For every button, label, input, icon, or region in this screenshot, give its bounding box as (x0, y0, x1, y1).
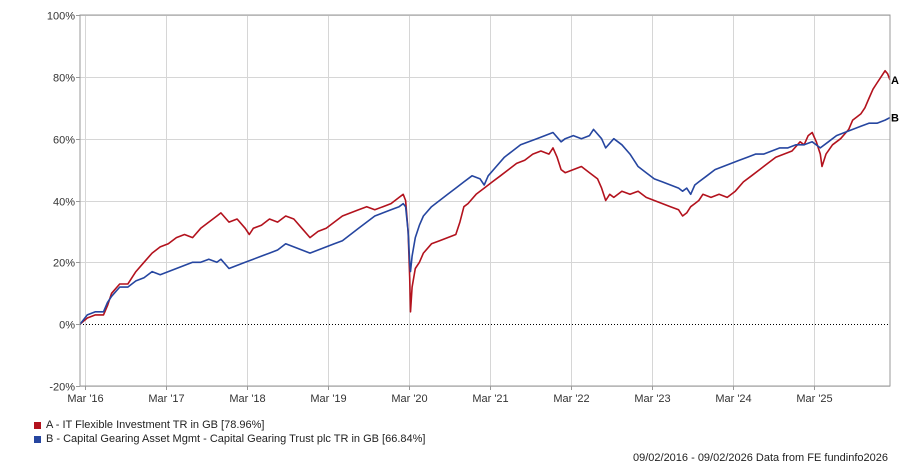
series-end-label-b: B (891, 113, 899, 125)
y-tick-label: 100% (47, 11, 75, 23)
plot-frame (79, 14, 891, 387)
legend-swatch-a (34, 421, 41, 429)
x-tick-label: Mar '24 (715, 393, 751, 405)
y-tick-label: 60% (53, 135, 75, 147)
series-line-b (79, 116, 891, 325)
y-tick-label: 40% (53, 197, 75, 209)
x-tick-label: Mar '25 (796, 393, 832, 405)
legend: A - IT Flexible Investment TR in GB [78.… (34, 418, 425, 446)
y-tick-label: 80% (53, 73, 75, 85)
legend-label-b: B - Capital Gearing Asset Mgmt - Capital… (46, 433, 426, 445)
x-tick-label: Mar '19 (310, 393, 346, 405)
x-tick-label: Mar '20 (391, 393, 427, 405)
legend-item-a[interactable]: A - IT Flexible Investment TR in GB [78.… (34, 418, 425, 432)
y-tick-label: -20% (49, 382, 75, 394)
legend-swatch-b (34, 435, 41, 443)
series-end-label-a: A (891, 75, 899, 87)
y-axis-ticks: 100% 80% 60% 40% 20% 0% -20% (47, 11, 80, 394)
y-tick-label: 20% (53, 258, 75, 270)
grid-lines (80, 15, 890, 387)
x-tick-label: Mar '17 (148, 393, 184, 405)
series-line-a (79, 69, 891, 325)
x-axis-ticks: Mar '16 Mar '17 Mar '18 Mar '19 Mar '20 Mar '… (67, 386, 833, 405)
legend-item-b[interactable]: B - Capital Gearing Asset Mgmt - Capital… (34, 432, 425, 446)
x-tick-label: Mar '16 (67, 393, 103, 405)
series-lines: AB (79, 69, 899, 325)
x-tick-label: Mar '21 (472, 393, 508, 405)
x-tick-label: Mar '23 (634, 393, 670, 405)
y-tick-label: 0% (59, 320, 75, 332)
legend-label-a: A - IT Flexible Investment TR in GB [78.… (46, 419, 265, 431)
date-range-source-footer: 09/02/2016 - 09/02/2026 Data from FE fun… (632, 452, 888, 464)
x-tick-label: Mar '22 (553, 393, 589, 405)
x-tick-label: Mar '18 (229, 393, 265, 405)
